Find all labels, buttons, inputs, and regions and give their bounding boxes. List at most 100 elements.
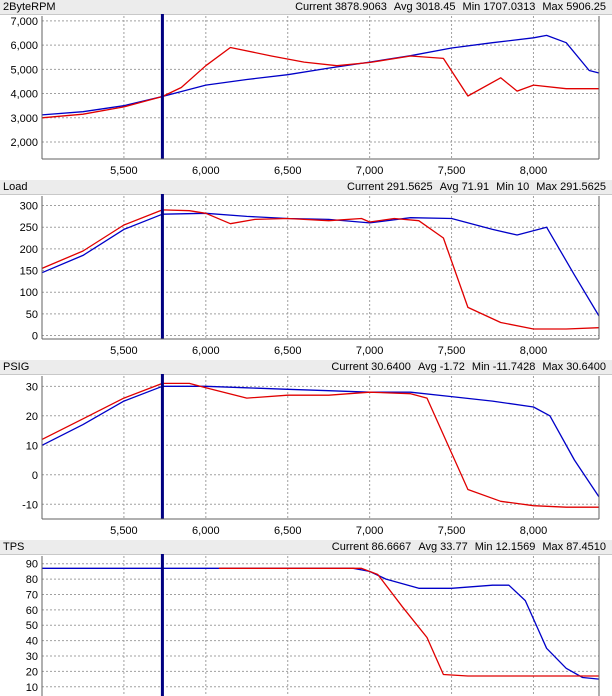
rpm-chart[interactable]: 2,000 3,000 4,000 5,000 6,000 7,000 5,500 6,000… [0, 14, 612, 180]
panel-stats: Current 30.6400 Avg -1.72 Min -11.7428 M… [331, 360, 606, 374]
panel-title: PSIG [3, 361, 30, 373]
y-tick-label: 5,000 [10, 64, 38, 76]
y-tick-label: 2,000 [10, 137, 38, 149]
x-tick-label: 7,000 [356, 165, 384, 177]
stat-avg-value: 33.77 [440, 541, 468, 553]
y-tick-label: 10 [26, 682, 38, 694]
stat-current-label: Current [347, 181, 384, 193]
x-tick-label: 6,500 [274, 345, 302, 357]
y-tick-label: 20 [26, 666, 38, 678]
stat-avg-label: Avg [418, 541, 438, 553]
y-tick-label: 200 [20, 244, 38, 256]
panel-header-psig: PSIG Current 30.6400 Avg -1.72 Min -11.7… [0, 360, 612, 375]
y-tick-label: 60 [26, 605, 38, 617]
x-tick-label: 7,500 [438, 525, 466, 537]
x-tick-label: 5,500 [110, 525, 138, 537]
y-tick-label: 150 [20, 266, 38, 278]
panel-stats: Current 291.5625 Avg 71.91 Min 10 Max 29… [347, 180, 606, 194]
stat-current-label: Current [331, 361, 369, 373]
x-tick-label: 5,500 [110, 165, 138, 177]
y-tick-label: 250 [20, 222, 38, 234]
stat-min-value: 1707.0313 [483, 1, 536, 13]
stat-current-value: 30.6400 [371, 361, 411, 373]
x-tick-label: 7,500 [438, 165, 466, 177]
y-tick-label: 0 [32, 470, 38, 482]
y-tick-label: 100 [20, 287, 38, 299]
panel-title: TPS [3, 541, 25, 553]
x-tick-label: 5,500 [110, 345, 138, 357]
y-tick-label: -10 [22, 499, 38, 511]
y-tick-label: 4,000 [10, 89, 38, 101]
panel-header-tps: TPS Current 86.6667 Avg 33.77 Min 12.156… [0, 540, 612, 555]
stat-max-value: 30.6400 [566, 361, 606, 373]
y-tick-label: 90 [26, 559, 38, 571]
stat-avg-label: Avg [393, 1, 413, 13]
series-red-line [41, 46, 599, 119]
tps-chart[interactable]: 10 20 30 40 50 60 70 80 90 [0, 554, 612, 696]
series-red-line [41, 209, 600, 330]
stat-current-value: 291.5625 [386, 181, 433, 193]
stat-min-value: -11.7428 [492, 361, 536, 373]
load-chart[interactable]: 0 50 100 150 200 250 300 5,500 6,000 6,500 7,000 7,… [0, 194, 612, 360]
x-tick-label: 6,000 [192, 345, 220, 357]
series-blue-line [41, 212, 600, 317]
stat-max-value: 5906.25 [566, 1, 606, 13]
x-tick-label: 6,500 [274, 525, 302, 537]
stat-current-value: 3878.9063 [334, 1, 387, 13]
stat-min-label: Min [471, 361, 490, 373]
stat-max-label: Max [542, 1, 564, 13]
series-red-line [218, 567, 599, 677]
stat-current-value: 86.6667 [371, 541, 412, 553]
series-blue-line [41, 385, 600, 498]
y-tick-label: 10 [26, 440, 38, 452]
panel-stats: Current 3878.9063 Avg 3018.45 Min 1707.0… [295, 0, 606, 14]
stat-min-label: Min [496, 181, 514, 193]
stat-avg-label: Avg [439, 181, 459, 193]
series-red-line [41, 382, 599, 508]
stat-max-value: 291.5625 [560, 181, 606, 193]
y-tick-label: 7,000 [10, 16, 38, 28]
x-tick-label: 6,000 [192, 525, 220, 537]
stat-max-label: Max [536, 181, 558, 193]
y-tick-label: 300 [20, 201, 38, 213]
stat-avg-value: -1.72 [439, 361, 465, 373]
panel-header-load: Load Current 291.5625 Avg 71.91 Min 10 M… [0, 180, 612, 195]
y-tick-label: 70 [26, 589, 38, 601]
panel-header-rpm: 2ByteRPM Current 3878.9063 Avg 3018.45 M… [0, 0, 612, 15]
x-tick-label: 6,000 [192, 165, 220, 177]
stat-current-label: Current [331, 541, 369, 553]
panel-stats: Current 86.6667 Avg 33.77 Min 12.1569 Ma… [332, 540, 606, 554]
stat-avg-label: Avg [417, 361, 437, 373]
x-tick-label: 8,000 [520, 345, 548, 357]
stat-min-label: Min [474, 541, 493, 553]
y-tick-label: 80 [26, 574, 38, 586]
stat-min-value: 10 [516, 181, 530, 193]
psig-chart[interactable]: -10 0 10 20 30 5,500 6,000 6,500 7,000 7,500 8,000 [0, 374, 612, 540]
y-tick-label: 20 [26, 411, 38, 423]
x-tick-label: 7,000 [356, 525, 384, 537]
stat-max-label: Max [542, 541, 564, 553]
x-tick-label: 8,000 [520, 165, 548, 177]
y-tick-label: 0 [32, 331, 38, 343]
x-tick-label: 8,000 [520, 525, 548, 537]
y-tick-label: 50 [26, 309, 38, 321]
series-blue-line [41, 34, 600, 116]
stat-max-label: Max [542, 361, 564, 373]
stat-min-label: Min [462, 1, 481, 13]
stat-avg-value: 3018.45 [415, 1, 456, 13]
series-blue-line [42, 567, 600, 680]
y-tick-label: 30 [26, 381, 38, 393]
x-tick-label: 6,500 [274, 165, 302, 177]
x-tick-label: 7,000 [356, 345, 384, 357]
stat-current-label: Current [295, 1, 332, 13]
panel-title: 2ByteRPM [3, 1, 56, 13]
y-tick-label: 6,000 [10, 40, 38, 52]
stat-max-value: 87.4510 [566, 541, 606, 553]
y-tick-label: 3,000 [10, 113, 38, 125]
y-tick-label: 40 [26, 636, 38, 648]
y-tick-label: 50 [26, 620, 38, 632]
stat-avg-value: 71.91 [461, 181, 490, 193]
x-tick-label: 7,500 [438, 345, 466, 357]
stat-min-value: 12.1569 [495, 541, 536, 553]
panel-title: Load [3, 181, 28, 193]
